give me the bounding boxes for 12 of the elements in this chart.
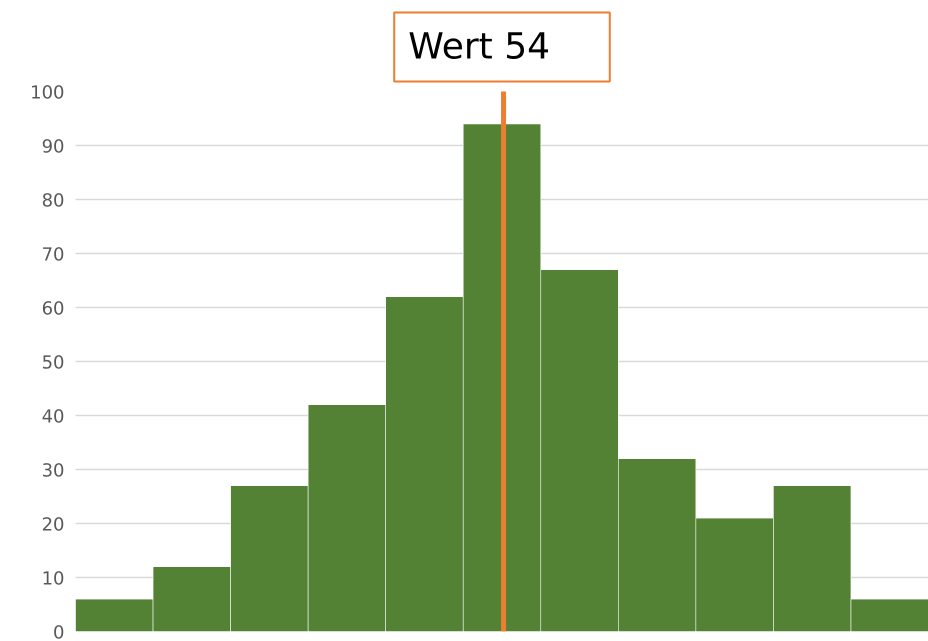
y-tick-label: 50 (42, 352, 64, 374)
y-tick-label: 10 (42, 568, 64, 590)
y-tick-label: 40 (42, 406, 64, 428)
y-tick-label: 90 (42, 136, 64, 158)
y-tick-label: 30 (42, 460, 64, 482)
y-tick-label: 70 (42, 244, 64, 266)
y-tick-label: 20 (42, 514, 64, 536)
y-tick-label: 0 (53, 622, 64, 641)
y-tick-label: 60 (42, 298, 64, 320)
y-tick-label: 80 (42, 190, 64, 212)
y-tick-label: 100 (30, 82, 65, 104)
text: Wert 54 (408, 26, 550, 68)
